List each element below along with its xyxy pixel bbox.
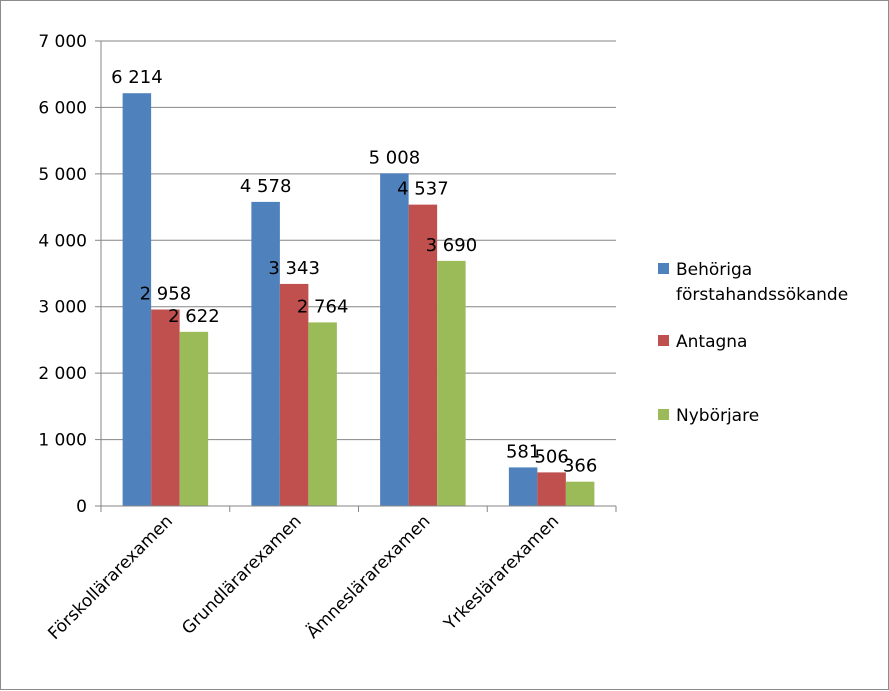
bars: [122, 93, 595, 506]
y-tick-label: 5 000: [38, 165, 87, 185]
data-label: 3 690: [426, 235, 478, 256]
data-label: 5 008: [369, 147, 421, 168]
category-label: Grundlärarexamen: [178, 511, 305, 638]
legend-label: Behöriga: [676, 260, 752, 280]
bar: [437, 260, 466, 506]
legend-swatch: [658, 409, 669, 420]
bar: [537, 472, 566, 506]
y-tick-label: 1 000: [38, 431, 87, 451]
bar: [308, 322, 337, 506]
data-label: 2 764: [297, 296, 349, 317]
bar: [508, 467, 538, 506]
data-label: 506: [534, 446, 568, 467]
data-label: 581: [506, 441, 540, 462]
y-axis: 0 1 000 2 000 3 000 4 000 5 000 6 000 7 000: [38, 32, 102, 517]
data-label: 3 343: [268, 258, 320, 279]
y-tick-label: 3 000: [38, 298, 87, 318]
category-label: Ämneslärarexamen: [302, 511, 434, 643]
bar: [380, 173, 409, 506]
data-label: 4 537: [397, 179, 449, 200]
bar: [179, 331, 209, 506]
legend-swatch: [658, 335, 669, 346]
y-tick-label: 2 000: [38, 364, 87, 384]
legend-label: Nybörjare: [676, 406, 759, 426]
data-label: 6 214: [111, 67, 163, 88]
bar: [122, 93, 152, 506]
legend-label: förstahandssökande: [676, 285, 848, 305]
bar: [251, 201, 280, 506]
category-label: Yrkeslärarexamen: [440, 511, 563, 634]
legend-label: Antagna: [676, 332, 747, 352]
legend-swatch: [658, 263, 669, 274]
y-tick-label: 7 000: [38, 32, 87, 52]
legend: Behöriga förstahandssökande Antagna Nybörja…: [658, 260, 848, 426]
data-label: 4 578: [240, 176, 292, 197]
bar: [151, 309, 180, 506]
bar: [408, 204, 438, 506]
x-axis: Förskollärarexamen GrundlärarexamenÄmnesl…: [44, 505, 617, 644]
bar: [279, 283, 309, 506]
data-label: 2 958: [140, 284, 192, 305]
y-tick-label: 6 000: [38, 98, 87, 118]
bar: [565, 481, 595, 506]
category-label: Förskollärarexamen: [44, 511, 177, 644]
data-label: 2 622: [168, 306, 220, 327]
data-labels: 6 214 4 578 5 008 581 2 958 3 343 4 537 506 2 62…: [111, 67, 597, 476]
y-tick-label: 4 000: [38, 231, 87, 251]
data-label: 366: [563, 456, 597, 477]
y-tick-label: 0: [76, 497, 87, 517]
